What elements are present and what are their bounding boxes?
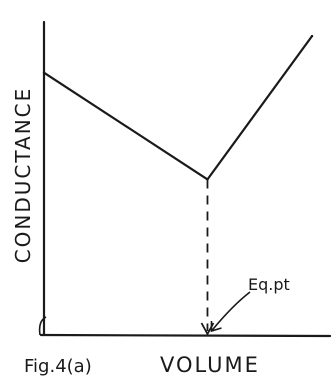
x-axis-line (39, 333, 332, 338)
eq-point-annotation: Eq.pt (248, 275, 290, 294)
series-line-0 (42, 35, 314, 181)
figure-label: Fig.4(a) (24, 356, 92, 377)
series-point-2 (310, 34, 314, 38)
origin-mark (38, 316, 47, 336)
axes (38, 20, 332, 338)
series-group (42, 34, 314, 181)
x-axis-label: VOLUME (160, 353, 260, 377)
series-point-0 (42, 71, 46, 74)
eq-point-pointer (210, 291, 251, 332)
eq-point-pointer-head (210, 321, 222, 333)
y-axis-label: CONDUCTANCE (11, 87, 35, 264)
marks-group (200, 179, 251, 335)
